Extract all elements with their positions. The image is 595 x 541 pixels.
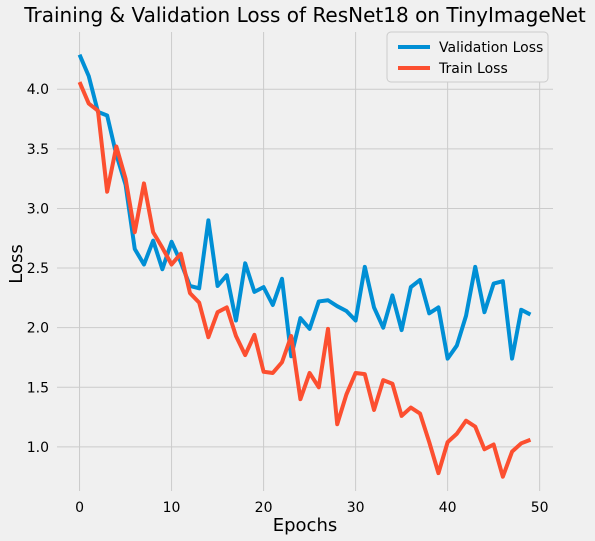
series-line-validation-loss bbox=[77, 53, 532, 361]
legend: Validation Loss Train Loss bbox=[386, 31, 549, 83]
series-line-train-loss bbox=[77, 81, 532, 479]
y-tick-label: 2.0 bbox=[27, 321, 49, 337]
x-tick-label: 0 bbox=[75, 500, 84, 516]
chart-title: Training & Validation Loss of ResNet18 o… bbox=[23, 3, 586, 27]
x-tick-label: 50 bbox=[531, 500, 549, 516]
y-tick-label: 3.5 bbox=[27, 142, 49, 158]
x-tick-labels: 0 10 20 30 40 50 bbox=[75, 500, 548, 516]
y-tick-label: 2.5 bbox=[27, 261, 49, 277]
y-tick-labels: 1.0 1.5 2.0 2.5 3.0 3.5 4.0 bbox=[27, 82, 49, 456]
y-tick-label: 4.0 bbox=[27, 82, 49, 98]
x-tick-label: 40 bbox=[439, 500, 457, 516]
y-tick-label: 1.0 bbox=[27, 440, 49, 456]
legend-label-train-loss: Train Loss bbox=[438, 61, 508, 77]
y-axis-label: Loss bbox=[6, 244, 27, 283]
x-tick-label: 10 bbox=[163, 500, 181, 516]
x-tick-label: 20 bbox=[255, 500, 273, 516]
y-tick-label: 1.5 bbox=[27, 380, 49, 396]
y-tick-label: 3.0 bbox=[27, 201, 49, 217]
legend-label-validation-loss: Validation Loss bbox=[439, 40, 543, 56]
x-tick-label: 30 bbox=[347, 500, 365, 516]
x-axis-label: Epochs bbox=[273, 515, 338, 536]
series-lines bbox=[77, 53, 532, 479]
